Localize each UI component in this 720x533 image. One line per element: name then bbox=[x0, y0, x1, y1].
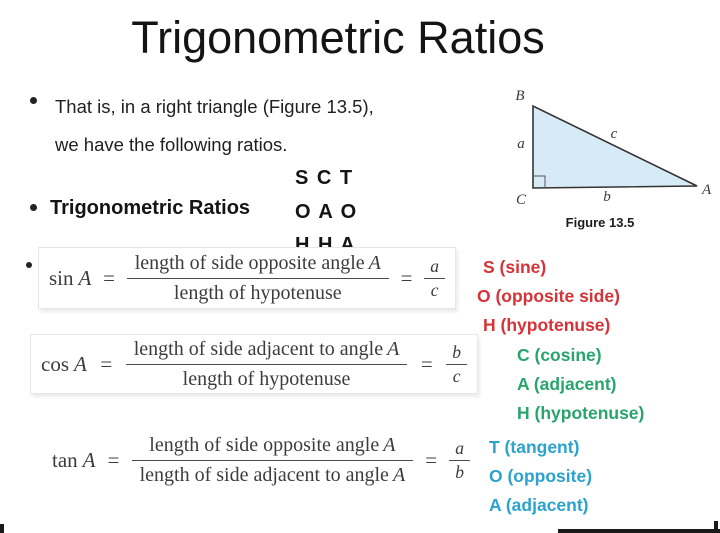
fraction-denominator: length of side adjacent to angle A bbox=[132, 461, 414, 488]
equals-sign: = bbox=[100, 351, 113, 376]
function-name: cos bbox=[41, 351, 69, 376]
mnemonic-line: T (tangent) bbox=[489, 437, 580, 457]
sin-function-label: sin A bbox=[49, 266, 91, 291]
ratio-denominator: c bbox=[452, 365, 461, 386]
angle-variable: A bbox=[74, 351, 87, 376]
equals-sign: = bbox=[420, 351, 433, 376]
right-edge-artifact bbox=[714, 521, 718, 533]
ratio-denominator: b bbox=[455, 461, 464, 482]
numerator-variable: A bbox=[383, 433, 396, 456]
bottom-right-edge-artifact bbox=[558, 529, 720, 533]
equals-sign: = bbox=[107, 447, 120, 472]
function-name: sin bbox=[49, 265, 74, 290]
cos-formula: cos A = length of side adjacent to angle A… bbox=[30, 334, 478, 394]
cos-function-label: cos A bbox=[41, 352, 87, 377]
numerator-variable: A bbox=[387, 337, 400, 360]
denominator-text: length of hypotenuse bbox=[173, 281, 342, 304]
bullet-icon bbox=[26, 262, 32, 268]
mnemonic-line: C (cosine) bbox=[517, 345, 602, 365]
right-angle-marker bbox=[533, 175, 546, 188]
equals-sign: = bbox=[400, 265, 413, 290]
vertex-label-A: A bbox=[701, 182, 712, 198]
side-label-a: a bbox=[517, 136, 525, 152]
mnemonic-line: S (sine) bbox=[483, 257, 547, 277]
ratio-numerator: a bbox=[424, 256, 445, 279]
tan-function-label: tan A bbox=[52, 448, 95, 473]
triangle-diagram: B a c C b A Figure 13.5 bbox=[515, 88, 712, 230]
denominator-text: length of side adjacent to angle bbox=[139, 463, 389, 486]
mnemonic-line: O (opposite side) bbox=[477, 286, 620, 306]
ratio-denominator: c bbox=[430, 279, 439, 300]
fraction-denominator: length of hypotenuse bbox=[127, 279, 389, 306]
intro-line-2: we have the following ratios. bbox=[55, 134, 288, 155]
triangle-shape bbox=[532, 104, 698, 189]
fraction-numerator: length of side opposite angle A bbox=[126, 251, 389, 279]
tan-ratio-a-over-b: a b bbox=[449, 438, 470, 482]
letter-row-oao: O A O bbox=[295, 200, 358, 223]
side-label-c: c bbox=[611, 126, 618, 142]
bullet-icon bbox=[30, 204, 37, 211]
figure-caption: Figure 13.5 bbox=[566, 215, 635, 230]
mnemonic-cosine-block: C (cosine) A (adjacent) H (hypotenuse) bbox=[517, 341, 644, 428]
tan-formula: tan A = length of side opposite angle A le… bbox=[30, 430, 474, 490]
sin-ratio-a-over-c: a c bbox=[424, 256, 445, 300]
mnemonic-tangent-block: T (tangent) O (opposite) A (adjacent) bbox=[489, 433, 592, 520]
equals-sign: = bbox=[103, 265, 115, 290]
mnemonic-sine-block: S (sine) O (opposite side) H (hypotenuse… bbox=[477, 253, 620, 340]
bullet-icon bbox=[30, 97, 37, 104]
function-name: tan bbox=[52, 447, 78, 472]
page-title: Trigonometric Ratios bbox=[131, 12, 545, 63]
numerator-text: length of side opposite angle bbox=[134, 251, 365, 274]
fraction-numerator: length of side opposite angle A bbox=[131, 433, 414, 461]
angle-variable: A bbox=[82, 447, 96, 472]
fraction-numerator: length of side adjacent to angle A bbox=[125, 337, 408, 365]
angle-variable: A bbox=[78, 265, 92, 290]
denominator-variable: A bbox=[392, 463, 406, 486]
denominator-text: length of hypotenuse bbox=[182, 367, 351, 390]
mnemonic-line: O (opposite) bbox=[489, 466, 593, 486]
numerator-text: length of side opposite angle bbox=[149, 433, 380, 456]
tan-fraction: length of side opposite angle A length of… bbox=[131, 433, 414, 488]
side-label-b: b bbox=[603, 189, 611, 205]
mnemonic-line: H (hypotenuse) bbox=[517, 403, 645, 423]
vertex-label-B: B bbox=[515, 88, 524, 104]
vertex-label-C: C bbox=[516, 192, 527, 208]
bottom-left-edge-artifact bbox=[0, 524, 4, 533]
mnemonic-line: A (adjacent) bbox=[489, 495, 589, 515]
right-triangle-figure: B a c C b A Figure 13.5 bbox=[468, 78, 720, 236]
cos-fraction: length of side adjacent to angle A length… bbox=[125, 337, 408, 392]
ratio-numerator: a bbox=[449, 438, 470, 461]
sin-formula: sin A = length of side opposite angle A le… bbox=[38, 247, 456, 309]
mnemonic-line: A (adjacent) bbox=[517, 374, 617, 394]
sin-fraction: length of side opposite angle A length of… bbox=[126, 251, 389, 306]
intro-text: That is, in a right triangle (Figure 13.… bbox=[55, 88, 374, 164]
ratio-numerator: b bbox=[446, 342, 467, 365]
numerator-variable: A bbox=[368, 251, 381, 274]
equals-sign: = bbox=[425, 447, 438, 472]
numerator-text: length of side adjacent to angle bbox=[133, 337, 384, 360]
trig-ratios-heading: Trigonometric Ratios bbox=[50, 197, 251, 219]
mnemonic-line: H (hypotenuse) bbox=[483, 315, 611, 335]
letter-row-sct: S C T bbox=[295, 167, 354, 189]
intro-line-1: That is, in a right triangle (Figure 13.… bbox=[55, 96, 374, 117]
fraction-denominator: length of hypotenuse bbox=[126, 365, 408, 392]
cos-ratio-b-over-c: b c bbox=[446, 342, 467, 386]
